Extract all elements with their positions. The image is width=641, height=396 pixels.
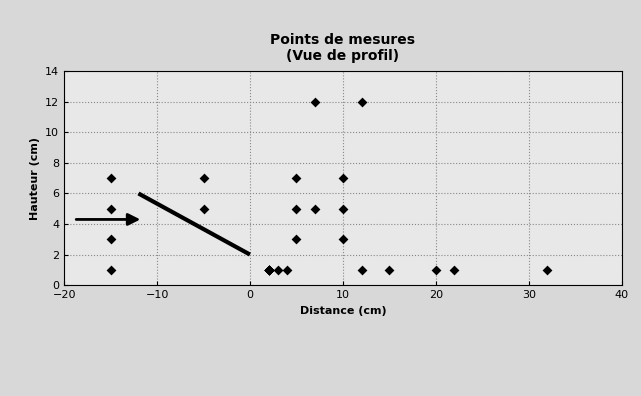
Point — [356, 267, 367, 273]
Point — [263, 267, 274, 273]
Y-axis label: Hauteur (cm): Hauteur (cm) — [29, 137, 40, 220]
Point — [263, 267, 274, 273]
Point — [263, 267, 274, 273]
Point — [338, 206, 348, 212]
Point — [338, 236, 348, 242]
Point — [449, 267, 460, 273]
Point — [542, 267, 553, 273]
Point — [282, 267, 292, 273]
Point — [106, 236, 116, 242]
Point — [310, 99, 320, 105]
Point — [263, 267, 274, 273]
Point — [273, 267, 283, 273]
Point — [263, 267, 274, 273]
Point — [431, 267, 441, 273]
Point — [338, 175, 348, 181]
Point — [106, 267, 116, 273]
Point — [263, 267, 274, 273]
Point — [199, 175, 209, 181]
Point — [356, 99, 367, 105]
Point — [263, 267, 274, 273]
Point — [385, 267, 395, 273]
Point — [310, 206, 320, 212]
Point — [291, 175, 301, 181]
X-axis label: Distance (cm): Distance (cm) — [299, 306, 387, 316]
Point — [291, 236, 301, 242]
Point — [199, 206, 209, 212]
Point — [106, 206, 116, 212]
Point — [263, 267, 274, 273]
Point — [291, 206, 301, 212]
Title: Points de mesures
(Vue de profil): Points de mesures (Vue de profil) — [271, 33, 415, 63]
Point — [106, 175, 116, 181]
